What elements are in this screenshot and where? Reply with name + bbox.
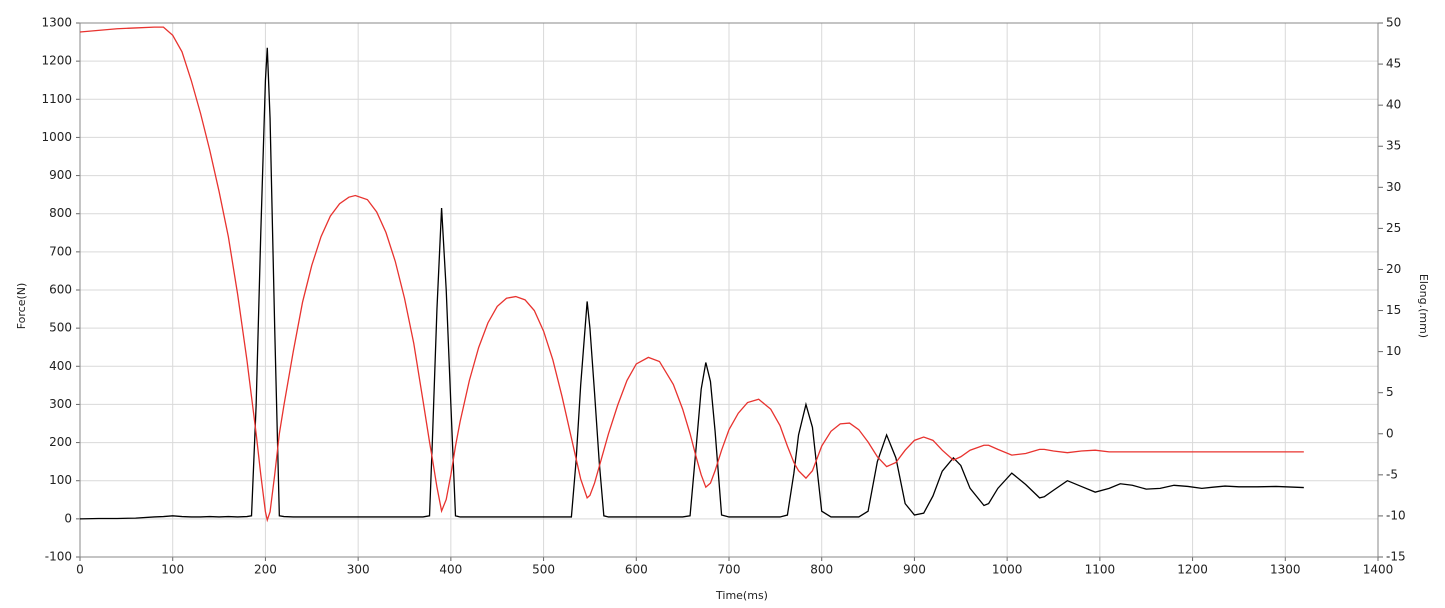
x-tick-label: 1400 xyxy=(1363,563,1394,577)
x-tick-label: 1100 xyxy=(1085,563,1116,577)
y2-tick-label: 30 xyxy=(1386,180,1401,194)
y-tick-label: 800 xyxy=(49,206,72,220)
plot-frame xyxy=(79,22,1379,558)
y-tick-label: 1300 xyxy=(41,16,72,30)
y2-tick-label: 15 xyxy=(1386,303,1401,317)
x-tick-label: 400 xyxy=(439,563,462,577)
x-tick-label: 1000 xyxy=(992,563,1023,577)
y-axis-title: Force(N) xyxy=(15,283,28,330)
y-tick-label: 1100 xyxy=(41,92,72,106)
x-tick-label: 0 xyxy=(76,563,84,577)
y-tick-label: 700 xyxy=(49,244,72,258)
y-tick-label: 500 xyxy=(49,321,72,335)
y-tick-label: 300 xyxy=(49,397,72,411)
x-axis-title: Time(ms) xyxy=(715,589,768,602)
y2-tick-label: -10 xyxy=(1386,508,1406,522)
x-tick-label: 700 xyxy=(718,563,741,577)
y2-tick-label: 10 xyxy=(1386,344,1401,358)
x-tick-label: 800 xyxy=(810,563,833,577)
x-tick-label: 100 xyxy=(161,563,184,577)
x-tick-label: 300 xyxy=(347,563,370,577)
y2-tick-label: 5 xyxy=(1386,385,1394,399)
data-line xyxy=(79,26,1304,523)
y-tick-label: 0 xyxy=(64,511,72,525)
x-tick-label: 200 xyxy=(254,563,277,577)
y-tick-label: 900 xyxy=(49,168,72,182)
x-tick-label: 500 xyxy=(532,563,555,577)
y2-tick-label: 0 xyxy=(1386,426,1394,440)
data-line xyxy=(79,47,1304,520)
y2-tick-label: 20 xyxy=(1386,262,1401,276)
y-tick-label: 100 xyxy=(49,473,72,487)
y2-tick-label: 35 xyxy=(1386,139,1401,153)
y2-tick-label: 40 xyxy=(1386,98,1401,112)
x-tick-label: 1200 xyxy=(1177,563,1208,577)
y-tick-label: 200 xyxy=(49,435,72,449)
y-tick-label: 400 xyxy=(49,359,72,373)
y-tick-label: -100 xyxy=(45,550,72,564)
y2-tick-label: 25 xyxy=(1386,221,1401,235)
x-tick-label: 600 xyxy=(625,563,648,577)
y2-tick-label: 50 xyxy=(1386,16,1401,30)
y2-tick-label: -5 xyxy=(1386,467,1398,481)
y2-tick-label: -15 xyxy=(1386,550,1406,564)
y-tick-label: 600 xyxy=(49,283,72,297)
x-tick-label: 900 xyxy=(903,563,926,577)
y-tick-label: 1000 xyxy=(41,130,72,144)
x-tick-label: 1300 xyxy=(1270,563,1301,577)
y2-tick-label: 45 xyxy=(1386,57,1401,71)
y-tick-label: 1200 xyxy=(41,54,72,68)
y2-axis-title: Elong.(mm) xyxy=(1417,274,1430,338)
